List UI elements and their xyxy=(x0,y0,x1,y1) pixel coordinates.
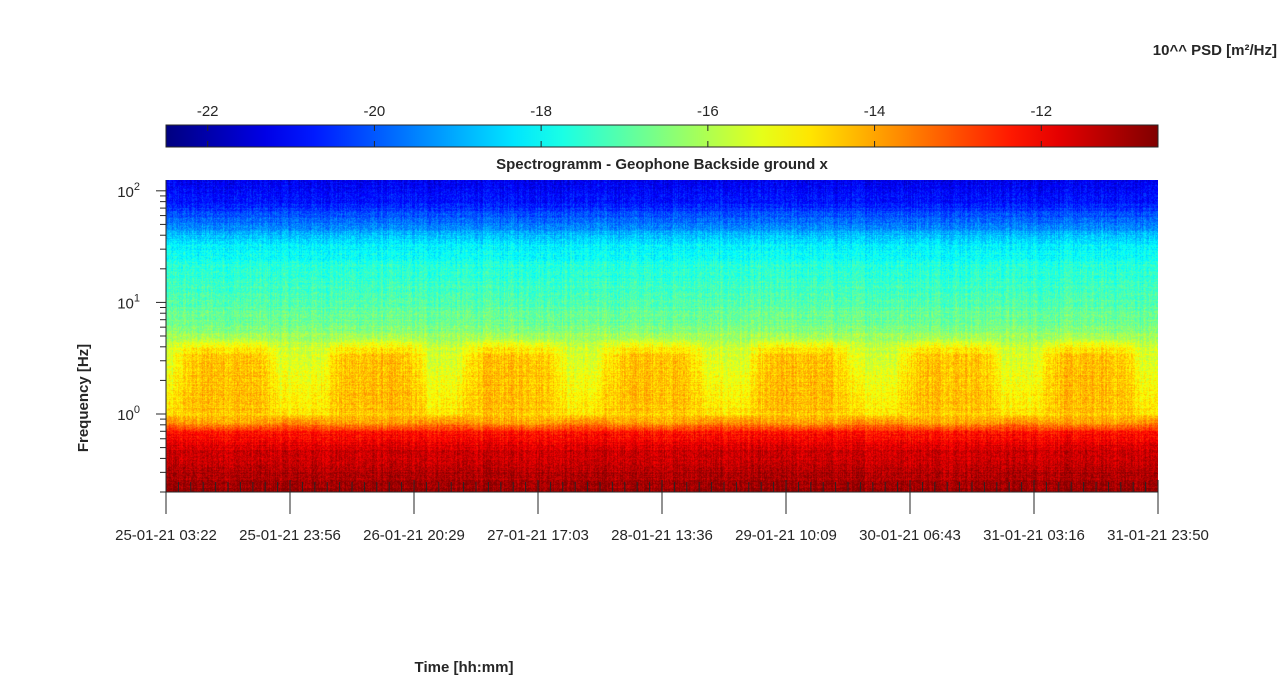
chart-title: Spectrogramm - Geophone Backside ground … xyxy=(496,156,828,173)
y-tick-label: 102 xyxy=(117,181,140,201)
plot-area: 100 101 102 25-01-21 03:22 25-01-21 23:56 26… xyxy=(115,180,1209,544)
x-tick-label: 28-01-21 13:36 xyxy=(611,527,713,544)
x-axis-ticks: 25-01-21 03:22 25-01-21 23:56 26-01-21 20:… xyxy=(115,480,1209,544)
colorbar-tick-label: -18 xyxy=(530,103,552,120)
colorbar-tick-label: -16 xyxy=(697,103,719,120)
x-axis-label: Time [hh:mm] xyxy=(415,659,514,676)
x-tick-label: 25-01-21 23:56 xyxy=(239,527,341,544)
colorbar-tick-label: -20 xyxy=(364,103,386,120)
x-tick-label: 30-01-21 06:43 xyxy=(859,527,961,544)
y-axis-label: Frequency [Hz] xyxy=(75,344,92,452)
x-tick-label: 31-01-21 03:16 xyxy=(983,527,1085,544)
colorbar-tick-label: -14 xyxy=(864,103,886,120)
colorbar-label: 10^^ PSD [m²/Hz] xyxy=(1153,42,1277,59)
x-tick-label: 25-01-21 03:22 xyxy=(115,527,217,544)
y-axis-ticks: 100 101 102 xyxy=(117,181,166,493)
colorbar-gradient xyxy=(165,124,1159,148)
colorbar-ticks: -22 -20 -18 -16 -14 -12 xyxy=(197,103,1052,147)
y-tick-label: 101 xyxy=(117,292,140,312)
spectrogram-heatmap xyxy=(166,180,1158,492)
x-tick-label: 31-01-21 23:50 xyxy=(1107,527,1209,544)
x-tick-label: 27-01-21 17:03 xyxy=(487,527,589,544)
colorbar-tick-label: -12 xyxy=(1030,103,1052,120)
y-tick-label: 100 xyxy=(117,404,140,424)
colorbar-tick-label: -22 xyxy=(197,103,219,120)
x-tick-label: 26-01-21 20:29 xyxy=(363,527,465,544)
colorbar: -22 -20 -18 -16 -14 -12 xyxy=(165,103,1159,148)
x-tick-label: 29-01-21 10:09 xyxy=(735,527,837,544)
